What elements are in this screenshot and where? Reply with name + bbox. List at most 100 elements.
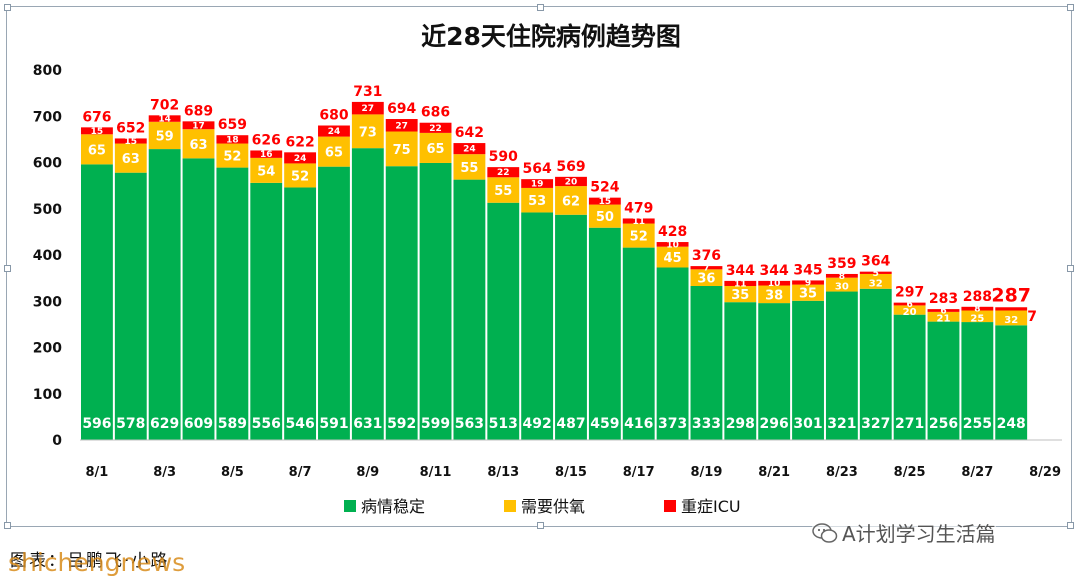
bar-segment-oxygen: [216, 143, 249, 168]
bar-segment-icu: [182, 121, 215, 130]
data-label-oxygen: 55: [494, 184, 512, 199]
data-label-stable: 599: [421, 416, 450, 432]
bar-segment-oxygen: [995, 310, 1028, 326]
y-tick-label: 100: [33, 387, 62, 403]
bar-segment-icu: [690, 266, 723, 270]
bar-segment-icu: [385, 119, 418, 132]
bar-segment-oxygen: [81, 134, 113, 165]
y-tick-label: 200: [33, 341, 62, 357]
y-tick-label: 300: [33, 294, 62, 310]
data-label-icu: 6: [906, 300, 912, 310]
data-label-oxygen: 63: [122, 152, 140, 167]
resize-handle-top-right[interactable]: [1067, 4, 1074, 11]
data-label-oxygen: 65: [427, 142, 445, 157]
bar-segment-oxygen: [284, 163, 317, 188]
bar-segment-icu: [622, 218, 655, 224]
y-tick-label: 800: [33, 63, 62, 79]
x-tick-label: 8/23: [826, 465, 858, 480]
data-label-stable: 589: [218, 416, 247, 432]
bar-segment-icu: [419, 122, 452, 133]
x-tick-label: 8/11: [420, 465, 452, 480]
data-label-icu: 8: [974, 305, 980, 315]
resize-handle-middle-right[interactable]: [1067, 265, 1074, 272]
x-tick-label: 8/19: [691, 465, 723, 480]
bar-segment-icu: [927, 309, 960, 312]
data-label-total: 345: [793, 262, 822, 278]
data-label-oxygen: 32: [1004, 315, 1018, 326]
data-label-oxygen: 65: [325, 146, 343, 161]
x-tick-label: 8/17: [623, 465, 655, 480]
bar-segment-stable: [318, 166, 350, 440]
bar-segment-icu: [114, 138, 147, 144]
bar-segment-stable: [825, 291, 858, 440]
bar-segment-stable: [250, 182, 283, 440]
data-label-oxygen: 75: [393, 143, 411, 158]
data-label-oxygen: 62: [562, 194, 580, 209]
bar-segment-icu: [318, 125, 350, 137]
data-label-icu: 17: [192, 121, 205, 131]
data-label-icu: 24: [328, 127, 341, 137]
x-tick-label: 8/27: [961, 465, 993, 480]
data-label-icu: 22: [429, 124, 442, 134]
bar-segment-icu: [825, 273, 858, 278]
bar-segment-stable: [859, 288, 892, 440]
bar-segment-icu: [216, 135, 249, 144]
bar-segment-stable: [622, 247, 655, 440]
resize-handle-bottom-right[interactable]: [1067, 522, 1074, 529]
data-label-oxygen: 73: [359, 125, 377, 140]
data-label-total: 524: [590, 180, 619, 196]
bar-segment-oxygen: [792, 284, 824, 301]
data-label-stable: 609: [184, 416, 213, 432]
data-label-stable: 416: [624, 416, 653, 432]
resize-handle-top-center[interactable]: [537, 4, 544, 11]
legend-label: 需要供氧: [521, 497, 585, 516]
bar-segment-oxygen: [521, 187, 554, 213]
bar-segment-stable: [555, 214, 587, 440]
data-label-icu: 22: [497, 168, 510, 178]
data-label-stable: 631: [353, 416, 382, 432]
bar-segment-stable: [656, 267, 689, 440]
data-label-oxygen: 52: [630, 230, 648, 245]
data-label-icu: 15: [599, 197, 612, 207]
resize-handle-bottom-left[interactable]: [4, 522, 11, 529]
data-label-total: 642: [455, 125, 484, 141]
data-label-stable: 492: [523, 416, 552, 432]
bar-segment-oxygen: [250, 157, 283, 183]
bar-segment-oxygen: [690, 269, 723, 286]
bar-segment-icu: [521, 179, 554, 188]
data-label-stable: 256: [929, 416, 958, 432]
bar-segment-oxygen: [758, 285, 791, 304]
data-label-total: 676: [82, 109, 111, 125]
wechat-watermark: A计划学习生活篇: [812, 518, 996, 547]
data-label-icu: 19: [531, 180, 544, 190]
chart-caption: 图表：吕鹏飞·小路: [10, 551, 170, 571]
resize-handle-bottom-center[interactable]: [537, 522, 544, 529]
bar-segment-stable: [182, 158, 215, 440]
data-label-total: 283: [929, 291, 958, 307]
y-tick-label: 700: [33, 109, 62, 125]
resize-handle-middle-left[interactable]: [4, 265, 11, 272]
data-label-oxygen: 50: [596, 210, 614, 225]
data-label-stable: 296: [760, 416, 789, 432]
wechat-watermark-text: A计划学习生活篇: [842, 522, 996, 546]
data-label-oxygen: 38: [765, 288, 783, 303]
bar-segment-oxygen: [555, 186, 587, 215]
bar-segment-oxygen: [351, 114, 384, 149]
data-label-total: 622: [285, 134, 314, 150]
data-label-total: 428: [658, 224, 687, 240]
bar-segment-stable: [284, 187, 317, 440]
resize-handle-top-left[interactable]: [4, 4, 11, 11]
y-tick-label: 400: [33, 248, 62, 264]
x-tick-label: 8/7: [289, 465, 312, 480]
x-axis: 8/1 8/3 8/5 8/7 8/9 8/11 8/13 8/15 8/17 8/19 8/21 8…: [80, 439, 1062, 480]
data-label-oxygen: 45: [664, 251, 682, 266]
bar-segment-stable: [114, 172, 147, 441]
y-axis: 0 100 200 300 400 500 600 700 800: [33, 63, 62, 449]
bar-segment-stable: [961, 322, 994, 440]
bar-segment-stable: [487, 202, 520, 440]
bar-segment-icu: [148, 115, 181, 122]
bar-segment-icu: [351, 101, 384, 115]
bar-segment-stable: [893, 314, 926, 440]
data-label-oxygen: 59: [156, 129, 174, 144]
